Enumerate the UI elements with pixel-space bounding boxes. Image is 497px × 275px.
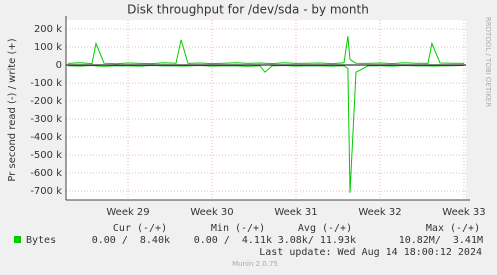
legend-label: Bytes bbox=[26, 235, 56, 246]
legend-value: 10.82M/ 3.41M bbox=[399, 235, 483, 246]
x-tick-label: Week 31 bbox=[274, 207, 317, 218]
y-tick-label: -100 k bbox=[30, 78, 62, 89]
y-tick-label: -300 k bbox=[30, 114, 62, 125]
side-label: RRDTOOL / TOBI OETIKER bbox=[484, 17, 492, 107]
y-tick-label: 100 k bbox=[34, 42, 62, 53]
legend-swatch bbox=[14, 236, 21, 243]
legend-header: Cur (-/+) bbox=[113, 223, 167, 234]
x-tick-label: Week 29 bbox=[106, 207, 149, 218]
plot-area bbox=[66, 20, 466, 200]
y-tick-label: -400 k bbox=[30, 132, 62, 143]
legend-header: Max (-/+) bbox=[426, 223, 480, 234]
y-tick-label: 0 bbox=[56, 60, 62, 71]
legend-header: Avg (-/+) bbox=[298, 223, 352, 234]
legend-value: 3.08k/ 11.93k bbox=[278, 235, 356, 246]
x-tick-label: Week 30 bbox=[190, 207, 233, 218]
legend-value: 0.00 / 8.40k bbox=[92, 235, 170, 246]
x-tick-label: Week 32 bbox=[358, 207, 401, 218]
y-tick-label: -700 k bbox=[30, 186, 62, 197]
y-tick-label: 200 k bbox=[34, 24, 62, 35]
last-update: Last update: Wed Aug 14 18:00:12 2024 bbox=[259, 247, 482, 258]
x-tick-label: Week 33 bbox=[442, 207, 485, 218]
legend-value: 0.00 / 4.11k bbox=[194, 235, 272, 246]
legend-header: Min (-/+) bbox=[211, 223, 265, 234]
y-axis-label: Pr second read (-) / write (+) bbox=[7, 38, 18, 181]
y-tick-label: -500 k bbox=[30, 150, 62, 161]
footer: Munin 2.0.75 bbox=[232, 260, 278, 268]
chart-title: Disk throughput for /dev/sda - by month bbox=[127, 3, 369, 17]
y-tick-label: -600 k bbox=[30, 168, 62, 179]
y-tick-label: -200 k bbox=[30, 96, 62, 107]
data-line bbox=[67, 36, 465, 65]
data-line bbox=[67, 64, 465, 193]
